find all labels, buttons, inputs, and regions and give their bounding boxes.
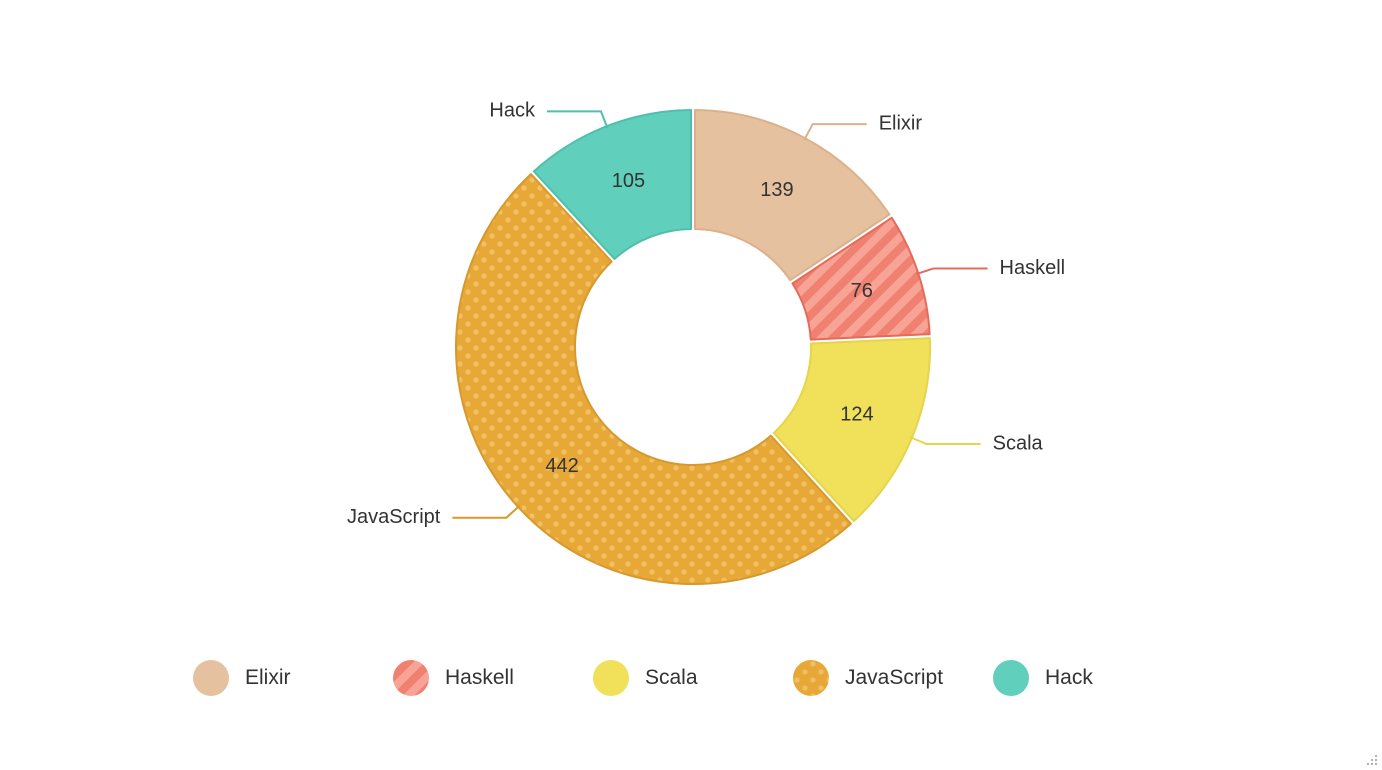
value-label-javascript: 442 [545, 455, 578, 477]
legend-swatch-haskell [393, 660, 429, 696]
slice-scala[interactable] [772, 337, 931, 523]
slice-elixir[interactable] [694, 109, 891, 282]
legend-label: Haskell [445, 666, 514, 689]
legend-label: Elixir [245, 666, 291, 689]
legend-label: JavaScript [845, 666, 944, 689]
slice-label-haskell: Haskell [1000, 257, 1066, 279]
leader-line-javascript [452, 504, 521, 519]
leader-line-hack [546, 110, 609, 129]
slice-hack[interactable] [532, 109, 692, 260]
slice-haskell[interactable] [791, 216, 931, 341]
value-labels: 139 76 124 442 105 [545, 170, 873, 477]
resize-grip-icon[interactable] [1364, 752, 1378, 766]
legend-item-hack[interactable]: Hack [993, 660, 1193, 696]
slice-label-javascript: JavaScript [347, 506, 441, 528]
slices [455, 109, 931, 585]
leader-line-elixir [803, 123, 867, 141]
legend-label: Scala [645, 666, 698, 689]
value-label-elixir: 139 [760, 179, 793, 201]
value-label-haskell: 76 [851, 280, 873, 302]
slice-label-scala: Scala [993, 432, 1044, 454]
legend-swatch-elixir [193, 660, 229, 696]
legend: Elixir Haskell Scala JavaScript Hack [193, 660, 1193, 696]
legend-swatch-javascript [793, 660, 829, 696]
slice-label-elixir: Elixir [879, 112, 923, 134]
slice-label-hack: Hack [489, 100, 536, 122]
leader-line-haskell [916, 267, 988, 276]
slice-javascript[interactable] [455, 173, 852, 585]
legend-item-haskell[interactable]: Haskell [393, 660, 593, 696]
legend-swatch-hack [993, 660, 1029, 696]
legend-item-elixir[interactable]: Elixir [193, 660, 393, 696]
value-label-hack: 105 [612, 170, 645, 192]
leader-line-scala [909, 436, 981, 446]
leader-lines [452, 110, 988, 519]
legend-item-javascript[interactable]: JavaScript [793, 660, 993, 696]
value-label-scala: 124 [840, 403, 873, 425]
legend-label: Hack [1045, 666, 1093, 689]
legend-item-scala[interactable]: Scala [593, 660, 793, 696]
legend-swatch-scala [593, 660, 629, 696]
slice-labels: Elixir Haskell Scala JavaScript Hack [347, 100, 1065, 528]
